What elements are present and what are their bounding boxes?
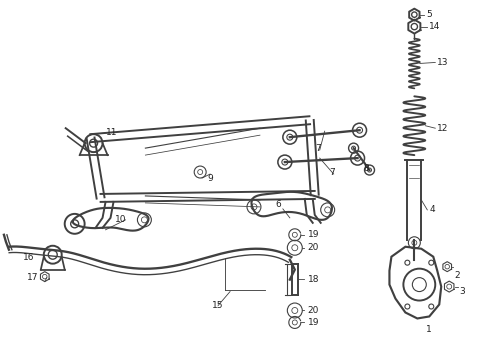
Text: 5: 5 (426, 10, 432, 19)
Text: 3: 3 (459, 287, 465, 296)
Text: 10: 10 (115, 215, 126, 224)
Text: 15: 15 (212, 301, 224, 310)
Text: 11: 11 (105, 128, 117, 137)
Text: 12: 12 (437, 124, 449, 133)
Text: 6: 6 (275, 201, 281, 210)
Text: 9: 9 (207, 174, 213, 183)
Text: 7: 7 (315, 144, 320, 153)
Text: 17: 17 (27, 273, 39, 282)
Text: 20: 20 (308, 306, 319, 315)
Text: 4: 4 (429, 206, 435, 215)
Text: 2: 2 (454, 271, 460, 280)
Text: 7: 7 (329, 167, 335, 176)
Text: 8: 8 (364, 163, 369, 172)
Text: 18: 18 (308, 275, 319, 284)
Text: 20: 20 (308, 243, 319, 252)
Text: 13: 13 (437, 58, 449, 67)
Text: 16: 16 (24, 253, 35, 262)
Text: 19: 19 (308, 230, 319, 239)
Text: 1: 1 (426, 325, 432, 334)
Text: 19: 19 (308, 318, 319, 327)
Text: 14: 14 (429, 22, 441, 31)
